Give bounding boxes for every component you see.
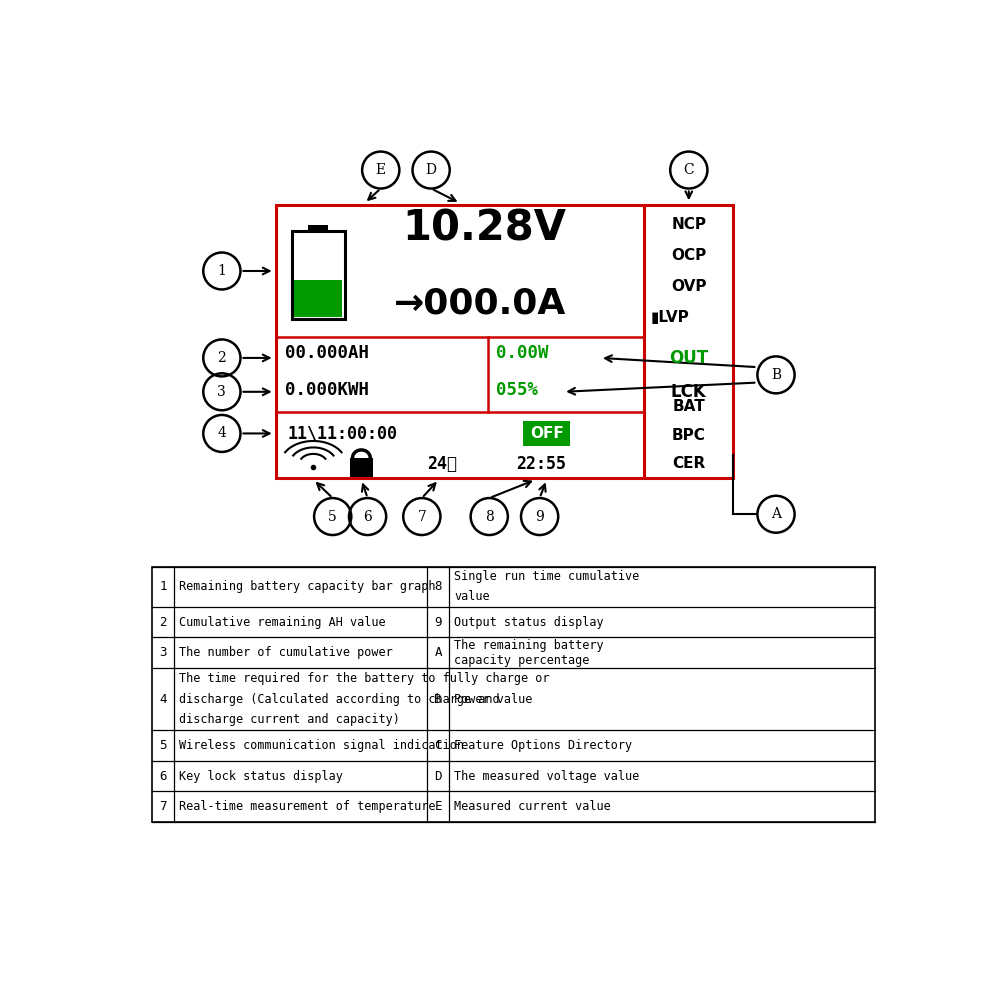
Text: 0.00W: 0.00W — [496, 344, 548, 362]
Text: The number of cumulative power: The number of cumulative power — [179, 646, 393, 659]
Text: Wireless communication signal indication: Wireless communication signal indication — [179, 739, 464, 752]
Text: Remaining battery capacity bar graph: Remaining battery capacity bar graph — [179, 580, 436, 593]
Text: 8: 8 — [485, 510, 494, 524]
Text: 24℃: 24℃ — [427, 455, 457, 473]
Bar — [644, 205, 733, 478]
Text: 00.000AH: 00.000AH — [285, 344, 369, 362]
Text: CER: CER — [672, 456, 705, 471]
Text: A: A — [434, 646, 442, 659]
Text: E: E — [376, 163, 386, 177]
Text: E: E — [434, 800, 442, 813]
Text: 4: 4 — [159, 693, 167, 706]
Text: BPC: BPC — [672, 428, 706, 443]
Text: 055%: 055% — [496, 381, 538, 399]
Text: 1: 1 — [217, 264, 226, 278]
Text: 9: 9 — [535, 510, 544, 524]
Bar — [276, 205, 644, 478]
Text: value: value — [454, 590, 490, 603]
Text: Feature Options Directory: Feature Options Directory — [454, 739, 633, 752]
Text: discharge current and capacity): discharge current and capacity) — [179, 713, 400, 726]
Text: 5: 5 — [159, 739, 167, 752]
Text: Key lock status display: Key lock status display — [179, 770, 343, 783]
Bar — [292, 231, 345, 319]
Text: OUT: OUT — [669, 349, 708, 367]
Text: discharge (Calculated according to charge and: discharge (Calculated according to charg… — [179, 693, 500, 706]
Text: Power value: Power value — [454, 693, 533, 706]
Text: The measured voltage value: The measured voltage value — [454, 770, 640, 783]
Text: B: B — [434, 693, 442, 706]
Text: Measured current value: Measured current value — [454, 800, 611, 813]
Text: C: C — [683, 163, 694, 177]
Text: BAT: BAT — [672, 399, 705, 414]
Text: Cumulative remaining AH value: Cumulative remaining AH value — [179, 616, 386, 629]
Text: 11\11:00:00: 11\11:00:00 — [288, 424, 398, 442]
Text: The time required for the battery to fully charge or: The time required for the battery to ful… — [179, 672, 550, 685]
Text: →000.0A: →000.0A — [394, 286, 567, 320]
Text: Single run time cumulative: Single run time cumulative — [454, 570, 640, 583]
Text: 9: 9 — [434, 616, 442, 629]
Bar — [350, 458, 373, 477]
Bar — [152, 567, 875, 822]
Text: OCP: OCP — [671, 248, 706, 263]
Text: The remaining battery: The remaining battery — [454, 639, 604, 652]
Text: OFF: OFF — [530, 426, 564, 441]
Text: 1: 1 — [159, 580, 167, 593]
Text: D: D — [426, 163, 437, 177]
Text: 8: 8 — [434, 580, 442, 593]
Text: 2: 2 — [159, 616, 167, 629]
Text: capacity percentage: capacity percentage — [454, 654, 590, 667]
Text: 3: 3 — [159, 646, 167, 659]
Text: 5: 5 — [328, 510, 337, 524]
Text: B: B — [771, 368, 781, 382]
Text: 6: 6 — [159, 770, 167, 783]
Text: 10.28V: 10.28V — [402, 208, 566, 250]
Text: 7: 7 — [159, 800, 167, 813]
Text: C: C — [434, 739, 442, 752]
Text: 6: 6 — [363, 510, 372, 524]
Text: 4: 4 — [217, 426, 226, 440]
Text: D: D — [434, 770, 442, 783]
Bar — [523, 421, 570, 446]
Text: NCP: NCP — [671, 217, 706, 232]
Bar — [294, 280, 342, 317]
Text: 2: 2 — [218, 351, 226, 365]
Text: LCK: LCK — [671, 383, 707, 401]
Text: A: A — [771, 507, 781, 521]
Text: Real-time measurement of temperature: Real-time measurement of temperature — [179, 800, 436, 813]
Text: OVP: OVP — [671, 279, 707, 294]
Text: ▮LVP: ▮LVP — [650, 310, 689, 325]
Text: 0.000KWH: 0.000KWH — [285, 381, 369, 399]
Text: Output status display: Output status display — [454, 616, 604, 629]
Text: 3: 3 — [218, 385, 226, 399]
Bar — [308, 225, 328, 231]
Text: 22:55: 22:55 — [516, 455, 566, 473]
Text: 7: 7 — [417, 510, 426, 524]
